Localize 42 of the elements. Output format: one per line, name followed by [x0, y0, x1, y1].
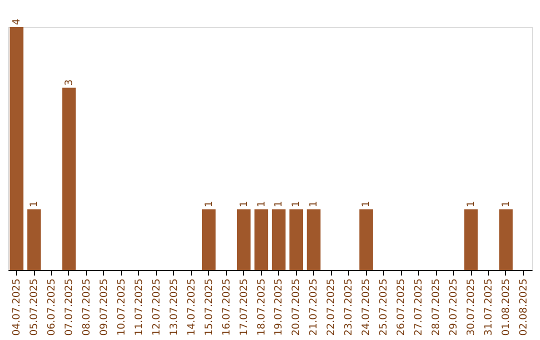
x-tick-label: 16.07.2025	[221, 278, 232, 336]
x-tick-label: 19.07.2025	[274, 278, 285, 336]
data-label: 4	[12, 18, 23, 25]
x-tick-label: 27.07.2025	[414, 278, 425, 336]
x-tick-label: 14.07.2025	[186, 278, 198, 336]
x-tick-label: 31.07.2025	[483, 278, 494, 336]
x-tick-label: 22.07.2025	[326, 278, 338, 336]
data-label: 1	[500, 200, 512, 208]
data-label: 1	[238, 200, 250, 208]
x-tick-label: 05.07.2025	[29, 278, 40, 336]
x-tick-label: 10.07.2025	[116, 278, 128, 336]
x-tick-label: 15.07.2025	[204, 278, 215, 336]
data-label: 3	[64, 79, 75, 86]
data-label: 1	[361, 200, 372, 208]
x-tick-label: 12.07.2025	[151, 278, 162, 336]
x-tick-label: 02.08.2025	[518, 278, 530, 336]
x-tick-label: 26.07.2025	[396, 278, 408, 336]
data-label: 1	[29, 200, 40, 208]
data-label: 1	[291, 200, 302, 208]
x-tick-label: 11.07.2025	[134, 278, 145, 336]
x-tick-label: 08.07.2025	[81, 278, 92, 336]
x-tick-label: 29.07.2025	[448, 278, 460, 336]
data-label: 1	[308, 200, 320, 208]
x-tick-label: 23.07.2025	[344, 278, 355, 336]
x-tick-label: 28.07.2025	[431, 278, 442, 336]
x-tick-label: 24.07.2025	[361, 278, 372, 336]
x-tick-label: 30.07.2025	[466, 278, 477, 336]
data-label: 1	[274, 200, 285, 208]
x-tick-label: 01.08.2025	[500, 278, 512, 336]
x-tick-label: 20.07.2025	[291, 278, 302, 336]
x-tick-label: 07.07.2025	[64, 278, 75, 336]
data-label: 1	[466, 200, 477, 208]
x-tick-label: 21.07.2025	[308, 278, 320, 336]
data-label: 1	[204, 200, 215, 208]
data-label: 1	[256, 200, 268, 208]
x-tick-label: 25.07.2025	[378, 278, 390, 336]
x-tick-label: 06.07.2025	[46, 278, 58, 336]
x-tick-label: 13.07.2025	[168, 278, 180, 336]
x-tick-label: 18.07.2025	[256, 278, 268, 336]
x-tick-label: 09.07.2025	[98, 278, 110, 336]
x-tick-label: 04.07.2025	[12, 278, 23, 336]
x-tick-label: 17.07.2025	[238, 278, 250, 336]
